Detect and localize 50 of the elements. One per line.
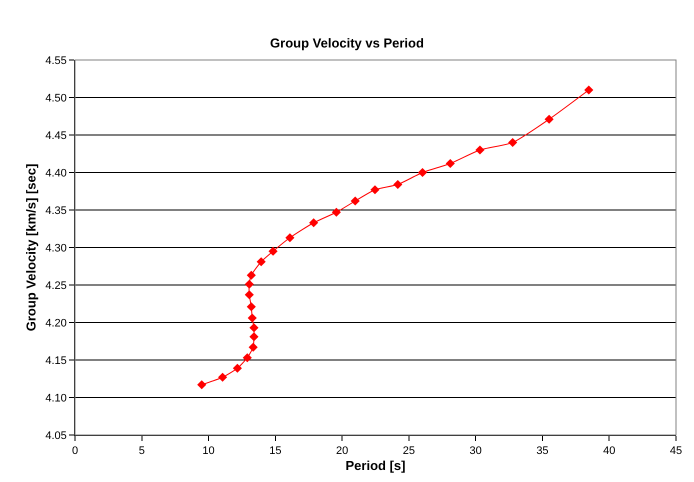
y-tick-label: 4.15 — [45, 354, 67, 367]
x-tick-label: 45 — [670, 445, 682, 458]
point — [246, 302, 256, 312]
point — [248, 313, 257, 323]
y-tick-label: 4.40 — [45, 167, 67, 180]
point — [246, 270, 256, 280]
point — [584, 85, 594, 95]
point — [475, 145, 484, 155]
point — [418, 168, 428, 178]
x-tick-label: 5 — [138, 445, 145, 458]
x-axis-title: Period [s] — [346, 458, 406, 473]
y-tick-label: 4.25 — [45, 280, 67, 292]
x-tick-label: 40 — [603, 445, 616, 458]
point — [350, 196, 360, 206]
point — [248, 342, 258, 352]
point — [332, 208, 341, 217]
point — [268, 246, 278, 256]
point — [244, 280, 254, 289]
point — [218, 372, 228, 382]
x-tick-label: 15 — [269, 445, 282, 458]
x-tick-label: 30 — [470, 445, 482, 458]
point — [256, 257, 266, 266]
point — [249, 323, 259, 332]
point — [249, 332, 259, 342]
x-tick-label: 20 — [336, 445, 348, 458]
point — [393, 180, 402, 190]
point — [232, 364, 242, 373]
point — [242, 353, 252, 362]
chart-title: Group Velocity vs Period — [270, 36, 424, 51]
y-tick-label: 4.45 — [45, 130, 67, 142]
x-tick-label: 35 — [536, 445, 549, 458]
point — [508, 138, 518, 148]
point — [244, 290, 254, 300]
point — [446, 158, 455, 168]
x-tick-label: 0 — [72, 445, 78, 458]
y-axis-title: Group Velocity [km/s] [sec] — [23, 164, 38, 332]
y-tick-label: 4.20 — [45, 317, 67, 330]
x-tick-label: 25 — [402, 445, 416, 458]
point — [197, 380, 206, 390]
point — [309, 218, 318, 228]
y-tick-label: 4.55 — [45, 54, 67, 67]
point — [370, 185, 380, 194]
y-tick-label: 4.35 — [45, 204, 67, 217]
y-tick-label: 4.30 — [45, 242, 67, 254]
point — [544, 114, 554, 124]
point — [285, 233, 294, 242]
y-tick-label: 4.50 — [45, 92, 67, 104]
y-tick-label: 4.05 — [45, 430, 67, 442]
y-tick-label: 4.10 — [45, 392, 67, 404]
x-tick-label: 10 — [202, 445, 215, 458]
